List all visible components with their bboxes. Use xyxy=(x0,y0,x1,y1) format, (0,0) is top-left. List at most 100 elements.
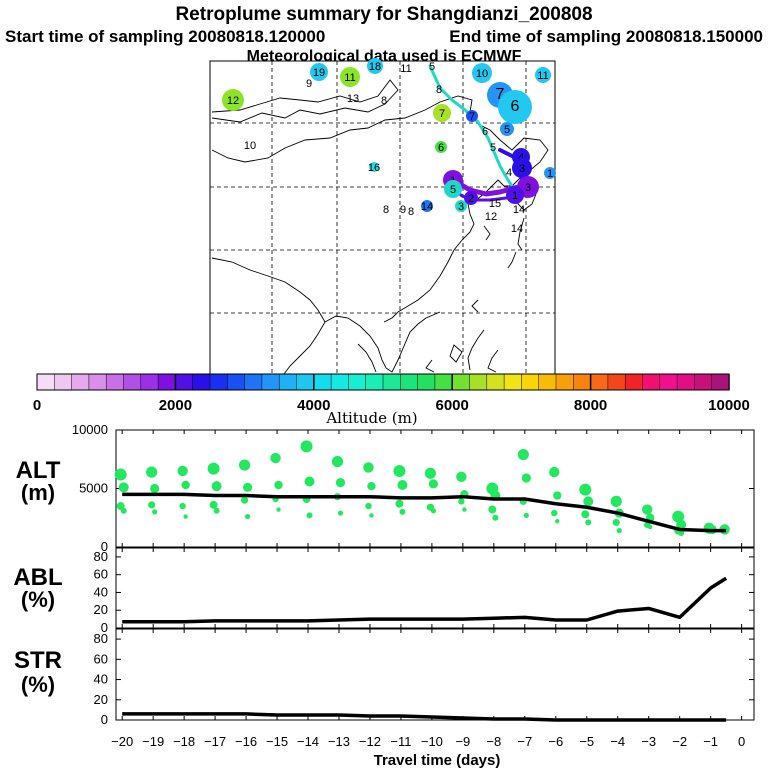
marker-label-18: 10 xyxy=(244,140,256,152)
marker-label-37: 14 xyxy=(513,204,525,216)
abl-ytick-label-60: 60 xyxy=(94,567,108,582)
x-axis: −20 −19 −18 −17 −16 −15 −14 −13 −12 −11 −10 −9 −8 −7−… xyxy=(111,734,745,749)
alt-particle-12-2 xyxy=(488,505,497,514)
alt-particle-10-0 xyxy=(424,467,437,479)
xtick-label--1: −1 xyxy=(703,734,718,749)
marker-label-27: 3 xyxy=(525,182,531,194)
str-frame xyxy=(115,628,755,721)
alt-particle-1-1 xyxy=(150,483,160,494)
abl-ytick-label-0: 0 xyxy=(101,620,108,635)
xtick-label--5: −5 xyxy=(579,734,594,749)
marker-label-7: 11 xyxy=(537,70,548,82)
marker-circle-17 xyxy=(500,122,514,136)
alt-particle-8-0 xyxy=(363,462,374,473)
alt-ytick-label-5000: 5000 xyxy=(79,481,108,496)
start-time-label: Start time of sampling 20080818.120000 xyxy=(5,27,325,46)
alt-particle-8-1 xyxy=(367,481,376,491)
chart-title: Retroplume summary for Shangdianzi_20080… xyxy=(175,4,592,25)
marker-label-14: 7 xyxy=(439,108,445,120)
alt-particle-13-0 xyxy=(517,448,529,461)
colorbar-swatch-32 xyxy=(590,373,609,391)
xtick-label-0: 0 xyxy=(738,734,745,749)
alt-particle-18-3 xyxy=(678,529,685,536)
alt-panel-label: ALT xyxy=(16,457,61,484)
alt-particle-12-3 xyxy=(492,514,499,521)
str-ytick-label-80: 80 xyxy=(94,631,108,646)
marker-circle-28 xyxy=(444,180,462,198)
alt-particle-3-0 xyxy=(207,462,220,475)
marker-label-1: 9 xyxy=(306,78,312,90)
marker-label-30: 15 xyxy=(489,198,501,210)
marker-label-4: 11 xyxy=(400,63,411,75)
marker-circle-8 xyxy=(222,89,244,111)
colorbar-swatch-6 xyxy=(140,373,159,391)
colorbar-swatch-24 xyxy=(451,373,471,391)
xtick-label--16: −16 xyxy=(235,734,257,749)
alt-particle-3-2 xyxy=(209,500,218,509)
colorbar-swatch-9 xyxy=(192,373,211,391)
alt-particle-8-3 xyxy=(369,513,374,518)
colorbar-swatch-16 xyxy=(313,373,332,391)
marker-label-17: 5 xyxy=(504,124,510,136)
alt-frame xyxy=(115,429,755,548)
xtick-label--13: −13 xyxy=(328,734,350,749)
colorbar-swatch-13 xyxy=(261,373,280,391)
colorbar-swatch-38 xyxy=(694,373,713,391)
str-panel: 0 20 40 60 80 xyxy=(94,628,755,727)
alt-particle-11-2 xyxy=(458,498,465,505)
marker-label-16: 6 xyxy=(482,126,488,138)
marker-label-5: 5 xyxy=(429,61,435,73)
marker-label-25: 1 xyxy=(547,168,553,180)
marker-label-22: 3 xyxy=(519,163,525,175)
abl-panel-unit: (%) xyxy=(21,587,55,612)
alt-particle-11-3 xyxy=(462,507,467,512)
alt-particle-9-0 xyxy=(393,464,406,477)
abl-ytick-label-80: 80 xyxy=(94,549,108,564)
abl-ytick-label-40: 40 xyxy=(94,584,108,599)
xtick-label--2: −2 xyxy=(672,734,687,749)
str-panel-label: STR xyxy=(14,647,62,674)
alt-particle-15-0 xyxy=(579,483,592,496)
alt-particle-9-3 xyxy=(399,508,406,515)
marker-circle-14 xyxy=(433,104,451,122)
abl-line xyxy=(122,576,728,624)
colorbar-swatch-17 xyxy=(330,373,350,391)
colorbar-swatch-18 xyxy=(348,373,367,391)
end-time-label: End time of sampling 20080818.150000 xyxy=(449,27,763,46)
marker-label-28: 5 xyxy=(450,184,456,196)
trajectory-day-markers: 1991118115101112138876776510654316411352… xyxy=(222,58,556,235)
alt-particle-10-1 xyxy=(428,479,439,489)
marker-circle-7 xyxy=(535,67,551,83)
alt-particle-18-0 xyxy=(672,510,685,523)
marker-circle-6 xyxy=(472,63,492,83)
colorbar-swatch-12 xyxy=(244,373,263,391)
colorbar-swatch-5 xyxy=(123,373,142,391)
alt-particle-4-1 xyxy=(242,482,253,492)
xtick-label--18: −18 xyxy=(173,734,195,749)
marker-label-6: 10 xyxy=(476,68,488,80)
alt-particle-7-0 xyxy=(331,455,344,468)
marker-circle-29 xyxy=(464,191,478,205)
alt-particle-2-2 xyxy=(179,502,186,510)
map-frame xyxy=(209,60,556,375)
xtick-label--6: −6 xyxy=(548,734,563,749)
marker-label-2: 11 xyxy=(344,72,355,84)
marker-label-10: 8 xyxy=(381,95,387,107)
marker-circle-15 xyxy=(466,110,478,122)
marker-label-21: 4 xyxy=(518,152,524,164)
marker-circle-19 xyxy=(435,141,447,153)
xtick-label--4: −4 xyxy=(610,734,625,749)
alt-particle-5-0 xyxy=(270,452,281,464)
colorbar-axis-label: Altitude (m) xyxy=(325,409,417,427)
alt-particle-11-0 xyxy=(456,471,467,482)
marker-label-12: 7 xyxy=(496,86,505,103)
abl-panel-label: ABL xyxy=(13,564,62,591)
colorbar-swatch-33 xyxy=(607,373,626,391)
xtick-label--15: −15 xyxy=(266,734,288,749)
str-line xyxy=(122,712,727,722)
colorbar-frame xyxy=(36,373,730,391)
abl-panel: 0 20 40 60 80 xyxy=(94,547,755,635)
xtick-label--3: −3 xyxy=(641,734,656,749)
colorbar-swatch-10 xyxy=(209,373,229,391)
colorbar-tick-6000: 6000 xyxy=(436,397,469,414)
